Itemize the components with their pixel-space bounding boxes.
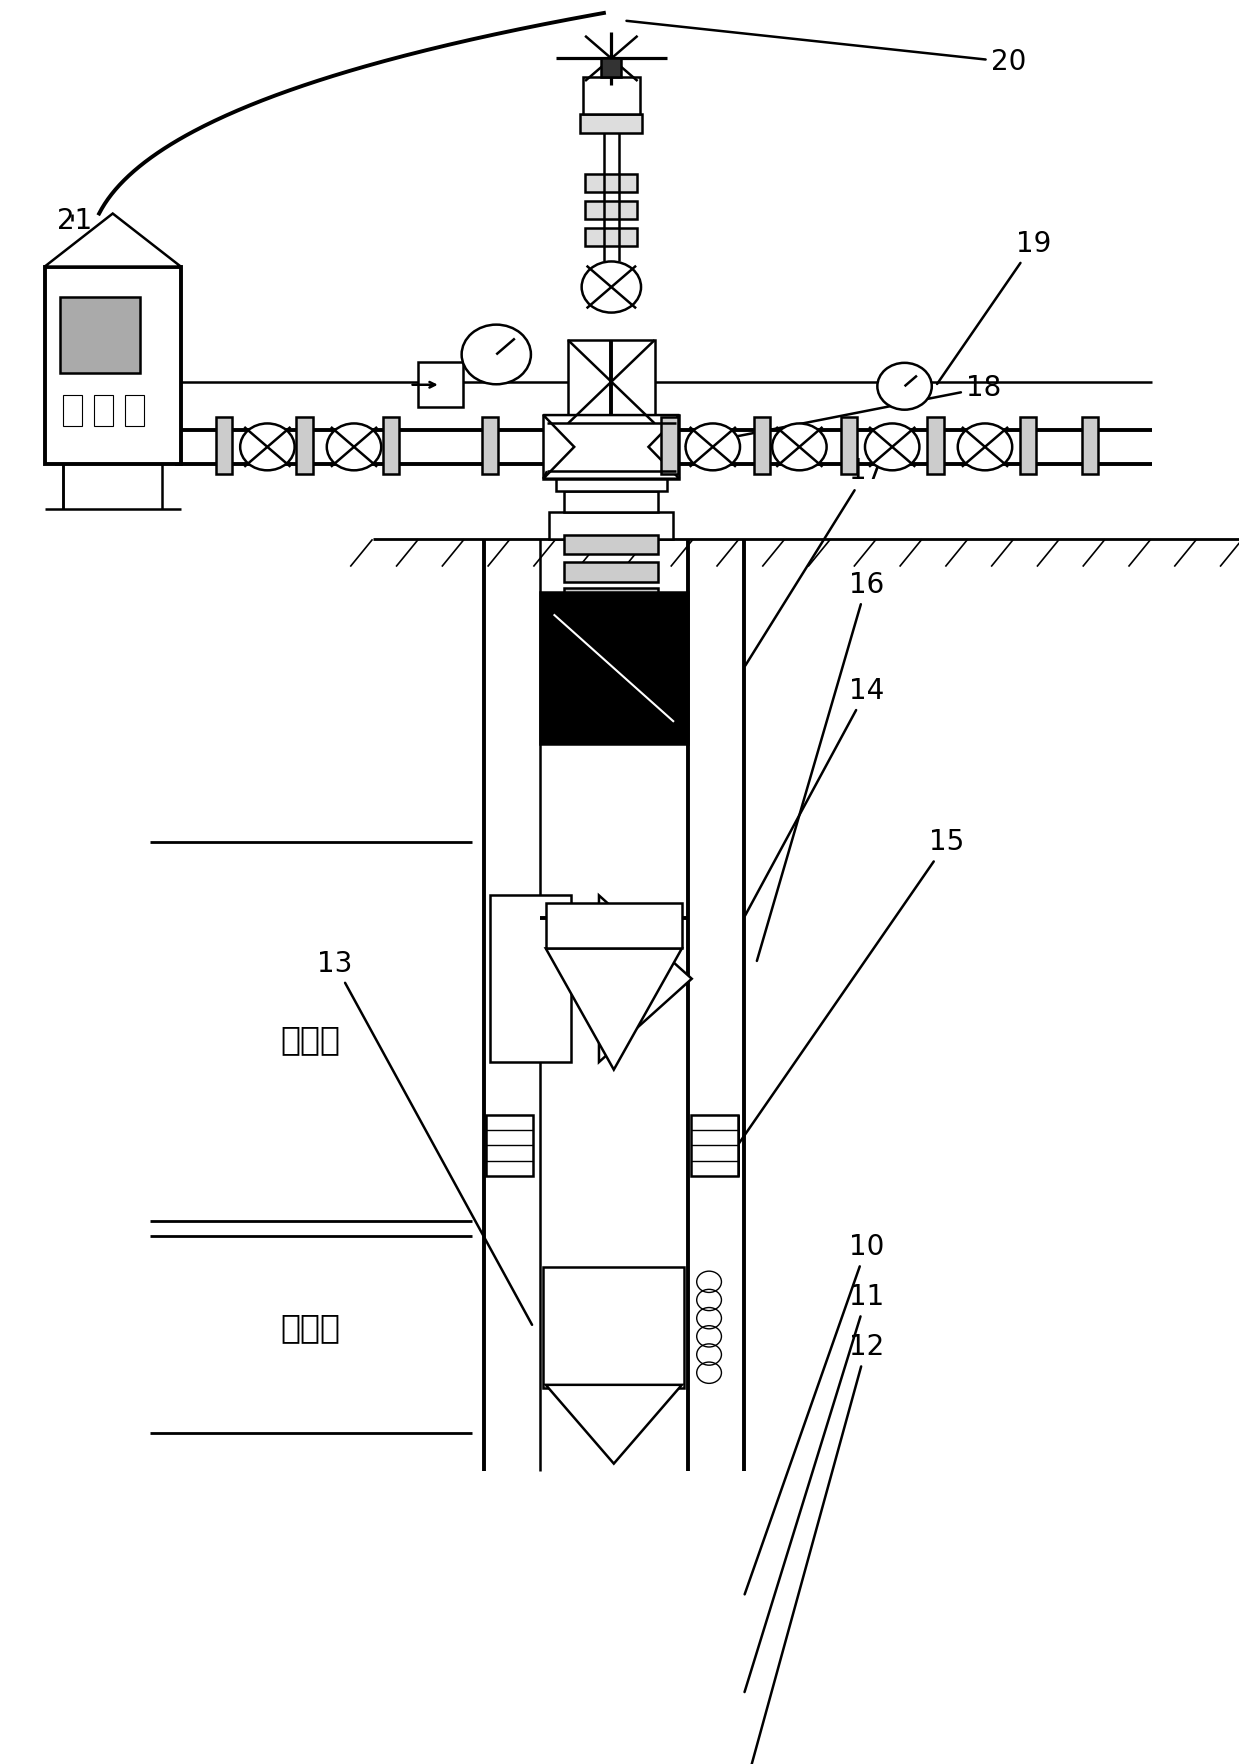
Bar (546, 903, 682, 949)
Text: 15: 15 (739, 829, 965, 1143)
Bar (928, 416, 944, 475)
Bar (549, 512, 673, 540)
Ellipse shape (601, 1692, 614, 1702)
Text: 18: 18 (686, 374, 1002, 446)
Text: 20: 20 (626, 21, 1027, 76)
Ellipse shape (601, 1716, 614, 1727)
Bar (543, 1653, 684, 1736)
Bar (691, 1115, 738, 1177)
Polygon shape (546, 949, 682, 1069)
Bar (539, 593, 688, 744)
Bar (543, 415, 680, 478)
Bar (125, 395, 144, 425)
Bar (601, 58, 621, 76)
Text: 11: 11 (744, 1282, 884, 1692)
Bar (564, 587, 658, 607)
Polygon shape (45, 213, 181, 266)
Bar (585, 173, 637, 192)
Text: 12: 12 (744, 1334, 884, 1764)
Polygon shape (543, 415, 680, 478)
Ellipse shape (582, 261, 641, 312)
Bar (543, 1267, 684, 1388)
Bar (543, 1752, 684, 1764)
Bar (543, 1577, 684, 1616)
Bar (45, 266, 181, 464)
Text: 17: 17 (745, 457, 884, 665)
Ellipse shape (626, 1667, 639, 1678)
Text: 16: 16 (756, 572, 884, 961)
Text: 21: 21 (57, 206, 92, 235)
Ellipse shape (577, 1716, 589, 1727)
Ellipse shape (552, 1667, 564, 1678)
Bar (564, 490, 658, 512)
Ellipse shape (552, 1692, 564, 1702)
Polygon shape (546, 1385, 682, 1464)
Bar (482, 416, 498, 475)
Ellipse shape (626, 1692, 639, 1702)
Bar (383, 416, 399, 475)
Bar (661, 416, 677, 475)
Ellipse shape (601, 1667, 614, 1678)
Bar (583, 76, 640, 115)
Bar (841, 416, 857, 475)
Ellipse shape (878, 363, 931, 409)
Ellipse shape (773, 423, 827, 471)
Ellipse shape (552, 1716, 564, 1727)
Ellipse shape (957, 423, 1012, 471)
Ellipse shape (461, 325, 531, 385)
Ellipse shape (327, 423, 381, 471)
Bar (556, 473, 667, 490)
Ellipse shape (577, 1667, 589, 1678)
Bar (1021, 416, 1037, 475)
Bar (568, 340, 655, 423)
Text: 10: 10 (745, 1233, 884, 1595)
Text: 13: 13 (317, 949, 532, 1325)
Ellipse shape (577, 1692, 589, 1702)
Ellipse shape (866, 423, 919, 471)
Text: 注水层: 注水层 (280, 1023, 341, 1057)
Ellipse shape (686, 423, 740, 471)
Bar (585, 201, 637, 219)
Bar (418, 362, 463, 407)
Bar (1083, 416, 1099, 475)
Bar (585, 228, 637, 247)
Bar (490, 896, 570, 1062)
Text: 19: 19 (937, 229, 1052, 385)
Bar (754, 416, 770, 475)
Ellipse shape (241, 423, 295, 471)
Polygon shape (599, 896, 692, 1062)
Text: 14: 14 (745, 677, 884, 916)
Bar (486, 1115, 533, 1177)
Bar (63, 395, 82, 425)
Bar (296, 416, 312, 475)
Bar (94, 395, 113, 425)
Ellipse shape (595, 1581, 632, 1612)
Text: 注水层: 注水层 (280, 1311, 341, 1344)
Bar (564, 534, 658, 554)
Bar (60, 296, 140, 372)
Bar (580, 115, 642, 132)
Bar (216, 416, 232, 475)
Bar (564, 563, 658, 582)
Ellipse shape (626, 1716, 639, 1727)
